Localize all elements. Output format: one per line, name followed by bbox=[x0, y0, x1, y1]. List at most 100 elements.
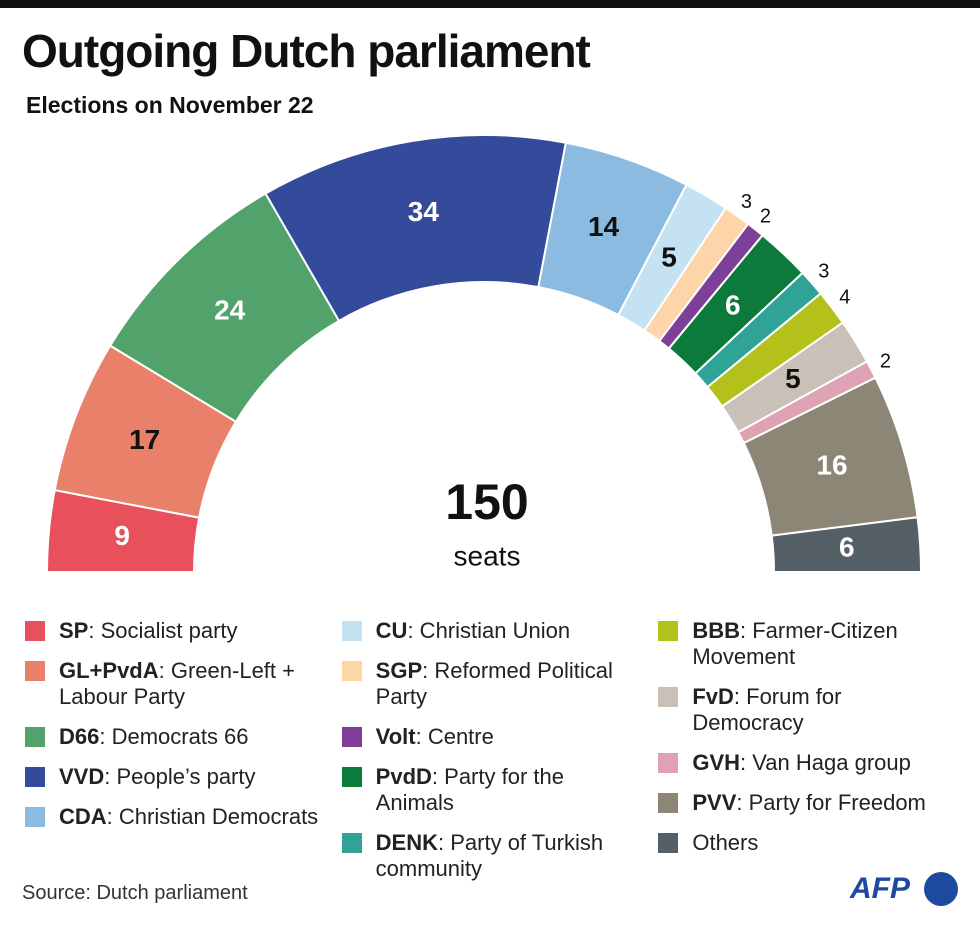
legend-name: VVD bbox=[59, 764, 105, 789]
legend-item: Others bbox=[658, 830, 975, 856]
legend-description: : Reformed Political Party bbox=[375, 658, 613, 709]
legend-swatch bbox=[341, 833, 362, 853]
value-label: 4 bbox=[839, 286, 850, 308]
legend-item: VVD: People’s party bbox=[25, 764, 342, 790]
legend-text: VVD: People’s party bbox=[59, 764, 319, 790]
value-label: 24 bbox=[214, 295, 246, 326]
legend-name: SGP bbox=[375, 658, 423, 683]
legend-description: : Party of Turkish community bbox=[375, 830, 604, 881]
legend-column: SP: Socialist party GL+PvdA: Green-Left +… bbox=[25, 618, 342, 896]
source: Source: Dutch parliament bbox=[22, 882, 248, 904]
total-value: 150 bbox=[445, 474, 528, 530]
logo: AFP bbox=[850, 872, 910, 905]
legend-text: CU: Christian Union bbox=[376, 618, 636, 644]
legend-swatch bbox=[341, 727, 362, 747]
value-label: 34 bbox=[408, 196, 440, 227]
legend-description: : Party for Freedom bbox=[736, 790, 926, 815]
value-label: 2 bbox=[760, 205, 771, 227]
value-label: 5 bbox=[785, 363, 801, 394]
legend: SP: Socialist party GL+PvdA: Green-Left +… bbox=[25, 618, 975, 896]
legend-swatch bbox=[658, 687, 679, 707]
value-label: 5 bbox=[661, 242, 677, 273]
legend-name: BBB bbox=[692, 618, 741, 643]
legend-swatch bbox=[341, 621, 362, 641]
legend-name: D66 bbox=[59, 724, 100, 749]
legend-swatch bbox=[658, 621, 679, 641]
legend-name: Others bbox=[692, 830, 759, 855]
logo-dot bbox=[924, 872, 958, 906]
legend-item: GL+PvdA: Green-Left + Labour Party bbox=[25, 658, 342, 710]
legend-item: FvD: Forum for Democracy bbox=[658, 684, 975, 736]
legend-description: : Party for the Animals bbox=[375, 764, 564, 815]
legend-text: CDA: Christian Democrats bbox=[59, 804, 319, 830]
chart-subtitle: Elections on November 22 bbox=[26, 92, 314, 118]
legend-text: PvdD: Party for the Animals bbox=[376, 764, 636, 816]
legend-swatch bbox=[25, 767, 45, 787]
legend-item: BBB: Farmer-Citizen Movement bbox=[658, 618, 975, 670]
legend-swatch bbox=[341, 661, 362, 681]
legend-text: BBB: Farmer-Citizen Movement bbox=[692, 618, 952, 670]
legend-swatch bbox=[25, 727, 45, 747]
legend-item: CDA: Christian Democrats bbox=[25, 804, 342, 830]
legend-swatch bbox=[25, 661, 45, 681]
legend-column: CU: Christian Union SGP: Reformed Politic… bbox=[341, 618, 659, 896]
legend-description: : Forum for Democracy bbox=[692, 684, 842, 735]
seat-segment bbox=[770, 516, 923, 573]
legend-swatch bbox=[341, 767, 362, 787]
legend-swatch bbox=[658, 753, 679, 773]
legend-name: SP bbox=[59, 618, 89, 643]
legend-text: SP: Socialist party bbox=[59, 618, 319, 644]
legend-item: SP: Socialist party bbox=[25, 618, 342, 644]
legend-swatch bbox=[25, 621, 45, 641]
legend-description: : Farmer-Citizen Movement bbox=[692, 618, 898, 669]
legend-text: DENK: Party of Turkish community bbox=[376, 830, 636, 882]
legend-text: FvD: Forum for Democracy bbox=[692, 684, 952, 736]
top-bar bbox=[0, 0, 980, 8]
legend-name: CDA bbox=[59, 804, 107, 829]
legend-name: GL+PvdA bbox=[59, 658, 159, 683]
legend-column: BBB: Farmer-Citizen Movement FvD: Forum f… bbox=[658, 618, 975, 896]
legend-description: : Centre bbox=[415, 724, 494, 749]
value-label: 9 bbox=[114, 520, 130, 551]
value-label: 16 bbox=[816, 449, 847, 480]
legend-name: FvD bbox=[692, 684, 734, 709]
value-label: 2 bbox=[880, 350, 891, 372]
legend-item: D66: Democrats 66 bbox=[25, 724, 342, 750]
legend-name: Volt bbox=[375, 724, 416, 749]
legend-name: DENK bbox=[375, 830, 439, 855]
legend-text: Others bbox=[692, 830, 952, 856]
legend-item: PVV: Party for Freedom bbox=[658, 790, 975, 816]
legend-text: D66: Democrats 66 bbox=[59, 724, 319, 750]
legend-description: : Christian Union bbox=[407, 618, 571, 643]
legend-text: Volt: Centre bbox=[376, 724, 636, 750]
legend-description: : Democrats 66 bbox=[99, 724, 249, 749]
legend-description: : Christian Democrats bbox=[106, 804, 319, 829]
legend-item: GVH: Van Haga group bbox=[658, 750, 975, 776]
legend-text: GL+PvdA: Green-Left + Labour Party bbox=[59, 658, 319, 710]
legend-description: : Socialist party bbox=[88, 618, 238, 643]
legend-name: PVV bbox=[692, 790, 737, 815]
total-label: seats bbox=[454, 540, 521, 571]
legend-text: SGP: Reformed Political Party bbox=[376, 658, 636, 710]
value-label: 3 bbox=[818, 261, 829, 283]
chart-title: Outgoing Dutch parliament bbox=[22, 25, 591, 77]
value-label: 14 bbox=[588, 211, 620, 242]
legend-swatch bbox=[658, 833, 679, 853]
legend-text: GVH: Van Haga group bbox=[692, 750, 952, 776]
legend-swatch bbox=[25, 807, 45, 827]
legend-item: DENK: Party of Turkish community bbox=[341, 830, 659, 882]
legend-item: PvdD: Party for the Animals bbox=[341, 764, 659, 816]
legend-item: SGP: Reformed Political Party bbox=[341, 658, 659, 710]
value-label: 17 bbox=[129, 424, 160, 455]
legend-description: : Van Haga group bbox=[740, 750, 911, 775]
legend-text: PVV: Party for Freedom bbox=[692, 790, 952, 816]
legend-name: CU bbox=[375, 618, 408, 643]
legend-description: : Green-Left + Labour Party bbox=[59, 658, 295, 709]
legend-swatch bbox=[658, 793, 679, 813]
value-label: 6 bbox=[725, 289, 741, 320]
value-label: 6 bbox=[839, 532, 855, 563]
legend-description: : People’s party bbox=[104, 764, 256, 789]
legend-item: Volt: Centre bbox=[341, 724, 659, 750]
